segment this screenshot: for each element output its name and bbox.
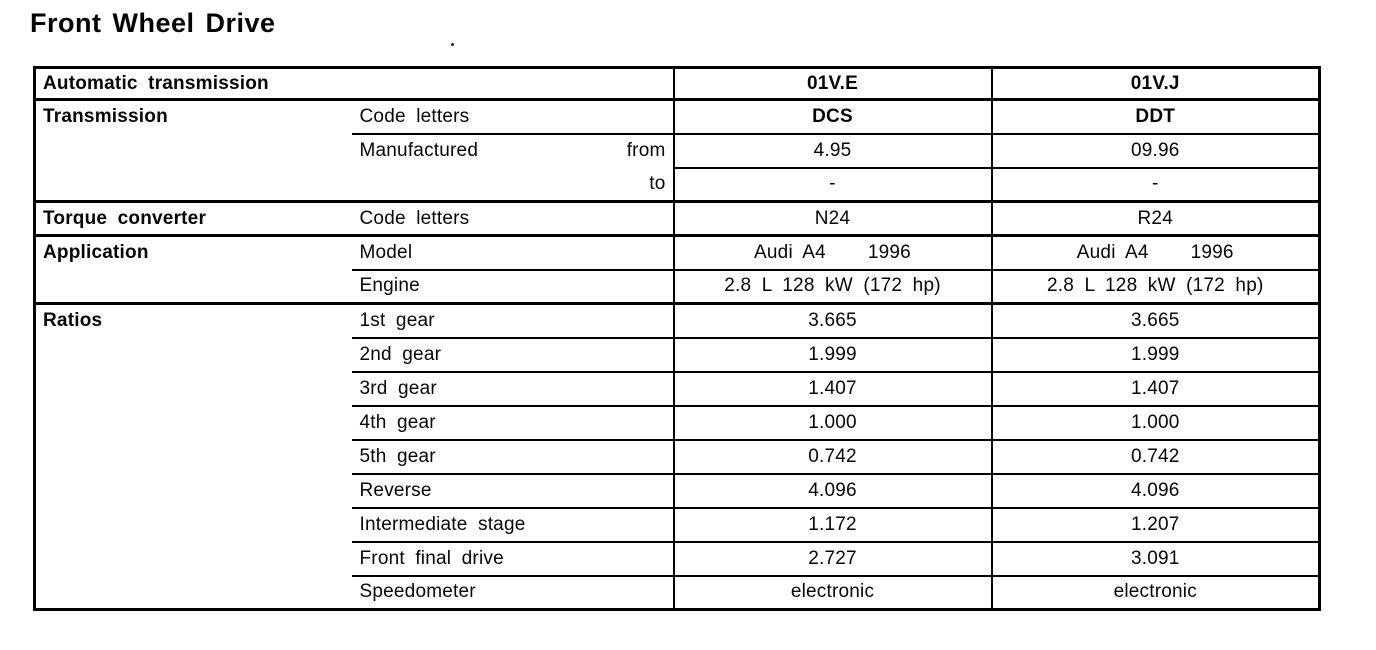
section-label-torque-converter: Torque converter — [34, 200, 352, 236]
table-row-speedometer: Speedometer electronic electronic — [35, 574, 1320, 610]
transmission-spec-table: Automatic transmission 01V.E 01V.J Trans… — [33, 66, 1321, 611]
table-row-5th-gear: 5th gear 0.742 0.742 — [35, 438, 1320, 474]
row-label-code-letters: Code letters — [351, 98, 675, 134]
row-label-2nd-gear: 2nd gear — [351, 336, 675, 372]
row-label-model: Model — [351, 234, 675, 270]
row-label-tc-code-letters: Code letters — [351, 200, 675, 236]
table-row-automatic-transmission: Automatic transmission 01V.E 01V.J — [34, 67, 1320, 100]
cell-manufactured-from-j: 09.96 — [991, 132, 1320, 168]
row-label-1st-gear: 1st gear — [351, 302, 675, 338]
manufactured-label: Manufactured — [359, 140, 479, 161]
cell-1st-gear-e: 3.665 — [673, 302, 993, 338]
cell-reverse-j: 4.096 — [991, 472, 1320, 508]
page-title: Front Wheel Drive — [30, 8, 276, 38]
column-header-01v-e: 01V.E — [673, 67, 993, 100]
cell-front-final-drive-e: 2.727 — [673, 540, 993, 576]
cell-tc-code-letters-j: R24 — [991, 200, 1320, 236]
row-label-reverse: Reverse — [351, 472, 675, 508]
scan-artifact-dot — [451, 43, 454, 46]
cell-speedometer-j: electronic — [991, 574, 1320, 610]
table-row-4th-gear: 4th gear 1.000 1.000 — [35, 404, 1320, 440]
table-row-1st-gear: Ratios 1st gear 3.665 3.665 — [34, 302, 1320, 610]
row-label-speedometer: Speedometer — [351, 574, 675, 610]
table-row-reverse: Reverse 4.096 4.096 — [35, 472, 1320, 508]
row-label-engine: Engine — [351, 268, 675, 304]
cell-manufactured-from-e: 4.95 — [673, 132, 993, 168]
table-row-engine: Engine 2.8 L 128 kW (172 hp) 2.8 L 128 k… — [35, 268, 1320, 304]
cell-1st-gear-j: 3.665 — [991, 302, 1320, 338]
cell-code-letters-e: DCS — [673, 98, 993, 134]
cell-manufactured-to-e: - — [673, 166, 993, 202]
row-label-manufactured-to: to — [351, 167, 675, 202]
table-row-2nd-gear: 2nd gear 1.999 1.999 — [35, 336, 1320, 372]
cell-code-letters-j: DDT — [991, 98, 1320, 134]
cell-engine-e: 2.8 L 128 kW (172 hp) — [673, 268, 993, 304]
cell-manufactured-to-j: - — [991, 166, 1320, 202]
table-row-torque-converter: Torque converter Code letters N24 R24 — [34, 200, 1320, 236]
column-header-01v-j: 01V.J — [1130, 72, 1180, 94]
row-label-4th-gear: 4th gear — [351, 404, 675, 440]
cell-intermediate-stage-j: 1.207 — [991, 506, 1320, 542]
cell-3rd-gear-j: 1.407 — [991, 370, 1320, 406]
table-row-manufactured-from: Manufactured from 4.95 09.96 — [35, 132, 1320, 168]
cell-reverse-e: 4.096 — [673, 472, 993, 508]
cell-model-e: Audi A4 1996 — [673, 234, 993, 270]
cell-3rd-gear-e: 1.407 — [673, 370, 993, 406]
row-label-intermediate-stage: Intermediate stage — [351, 506, 675, 542]
from-label: from — [626, 140, 666, 161]
table-row-3rd-gear: 3rd gear 1.407 1.407 — [35, 370, 1320, 406]
table-row-intermediate-stage: Intermediate stage 1.172 1.207 — [35, 506, 1320, 542]
section-label-transmission: Transmission — [34, 98, 352, 202]
row-label-3rd-gear: 3rd gear — [351, 370, 675, 406]
table-row-code-letters: Transmission Code letters DCS DDT — [34, 98, 1320, 202]
table-row-front-final-drive: Front final drive 2.727 3.091 — [35, 540, 1320, 576]
cell-speedometer-e: electronic — [673, 574, 993, 610]
header-label: Automatic transmission — [34, 67, 675, 100]
row-label-front-final-drive: Front final drive — [351, 540, 675, 576]
cell-4th-gear-j: 1.000 — [991, 404, 1320, 440]
cell-4th-gear-e: 1.000 — [673, 404, 993, 440]
cell-front-final-drive-j: 3.091 — [991, 540, 1320, 576]
cell-5th-gear-j: 0.742 — [991, 438, 1320, 474]
cell-2nd-gear-e: 1.999 — [673, 336, 993, 372]
cell-engine-j: 2.8 L 128 kW (172 hp) — [991, 268, 1320, 304]
cell-5th-gear-e: 0.742 — [673, 438, 993, 474]
cell-intermediate-stage-e: 1.172 — [673, 506, 993, 542]
table-row-model: Application Model Audi A4 1996 Audi A4 1… — [34, 234, 1320, 304]
section-label-application: Application — [34, 234, 352, 304]
cell-2nd-gear-j: 1.999 — [991, 336, 1320, 372]
row-label-5th-gear: 5th gear — [351, 438, 675, 474]
section-label-ratios: Ratios — [34, 302, 352, 610]
row-label-manufactured-from: Manufactured from — [351, 132, 675, 168]
table-row-manufactured-to: to - - — [35, 166, 1320, 202]
cell-tc-code-letters-e: N24 — [673, 200, 993, 236]
cell-model-j: Audi A4 1996 — [991, 234, 1320, 270]
